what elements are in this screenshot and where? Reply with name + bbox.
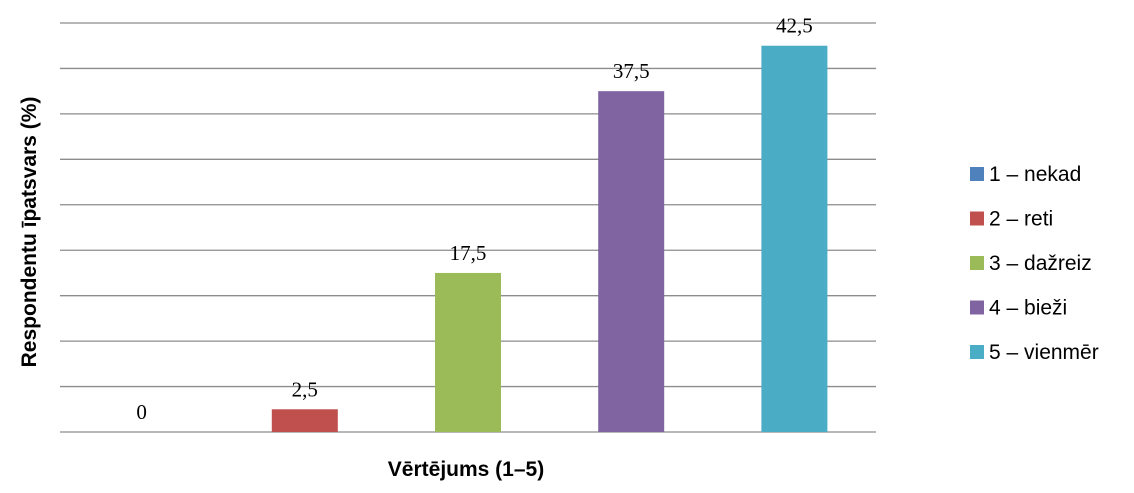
data-label-1: 0 [136,400,147,424]
bar-3 [435,273,501,432]
legend-label-4: 4 – bieži [989,297,1067,320]
data-label-3: 17,5 [450,241,487,265]
legend-swatch-2 [970,212,984,226]
legend-swatch-4 [970,301,984,315]
legend-label-1: 1 – nekad [989,163,1081,186]
x-axis-title: Vērtējums (1–5) [388,458,544,481]
legend-label-5: 5 – vienmēr [989,341,1099,364]
bars [272,46,828,432]
data-label-4: 37,5 [613,59,650,83]
bar-4 [598,91,664,432]
legend-swatch-5 [970,345,984,359]
data-label-5: 42,5 [776,14,813,38]
bar-2 [272,409,338,432]
legend-swatch-1 [970,167,984,181]
data-label-2: 2,5 [292,377,318,401]
y-axis-title: Respondentu īpatsvars (%) [18,97,41,368]
bar-5 [761,46,827,432]
legend: 1 – nekad 2 – reti 3 – dažreiz 4 – bieži 5 –… [970,163,1099,364]
legend-label-2: 2 – reti [989,208,1053,231]
legend-label-3: 3 – dažreiz [989,252,1092,275]
legend-swatch-3 [970,256,984,270]
